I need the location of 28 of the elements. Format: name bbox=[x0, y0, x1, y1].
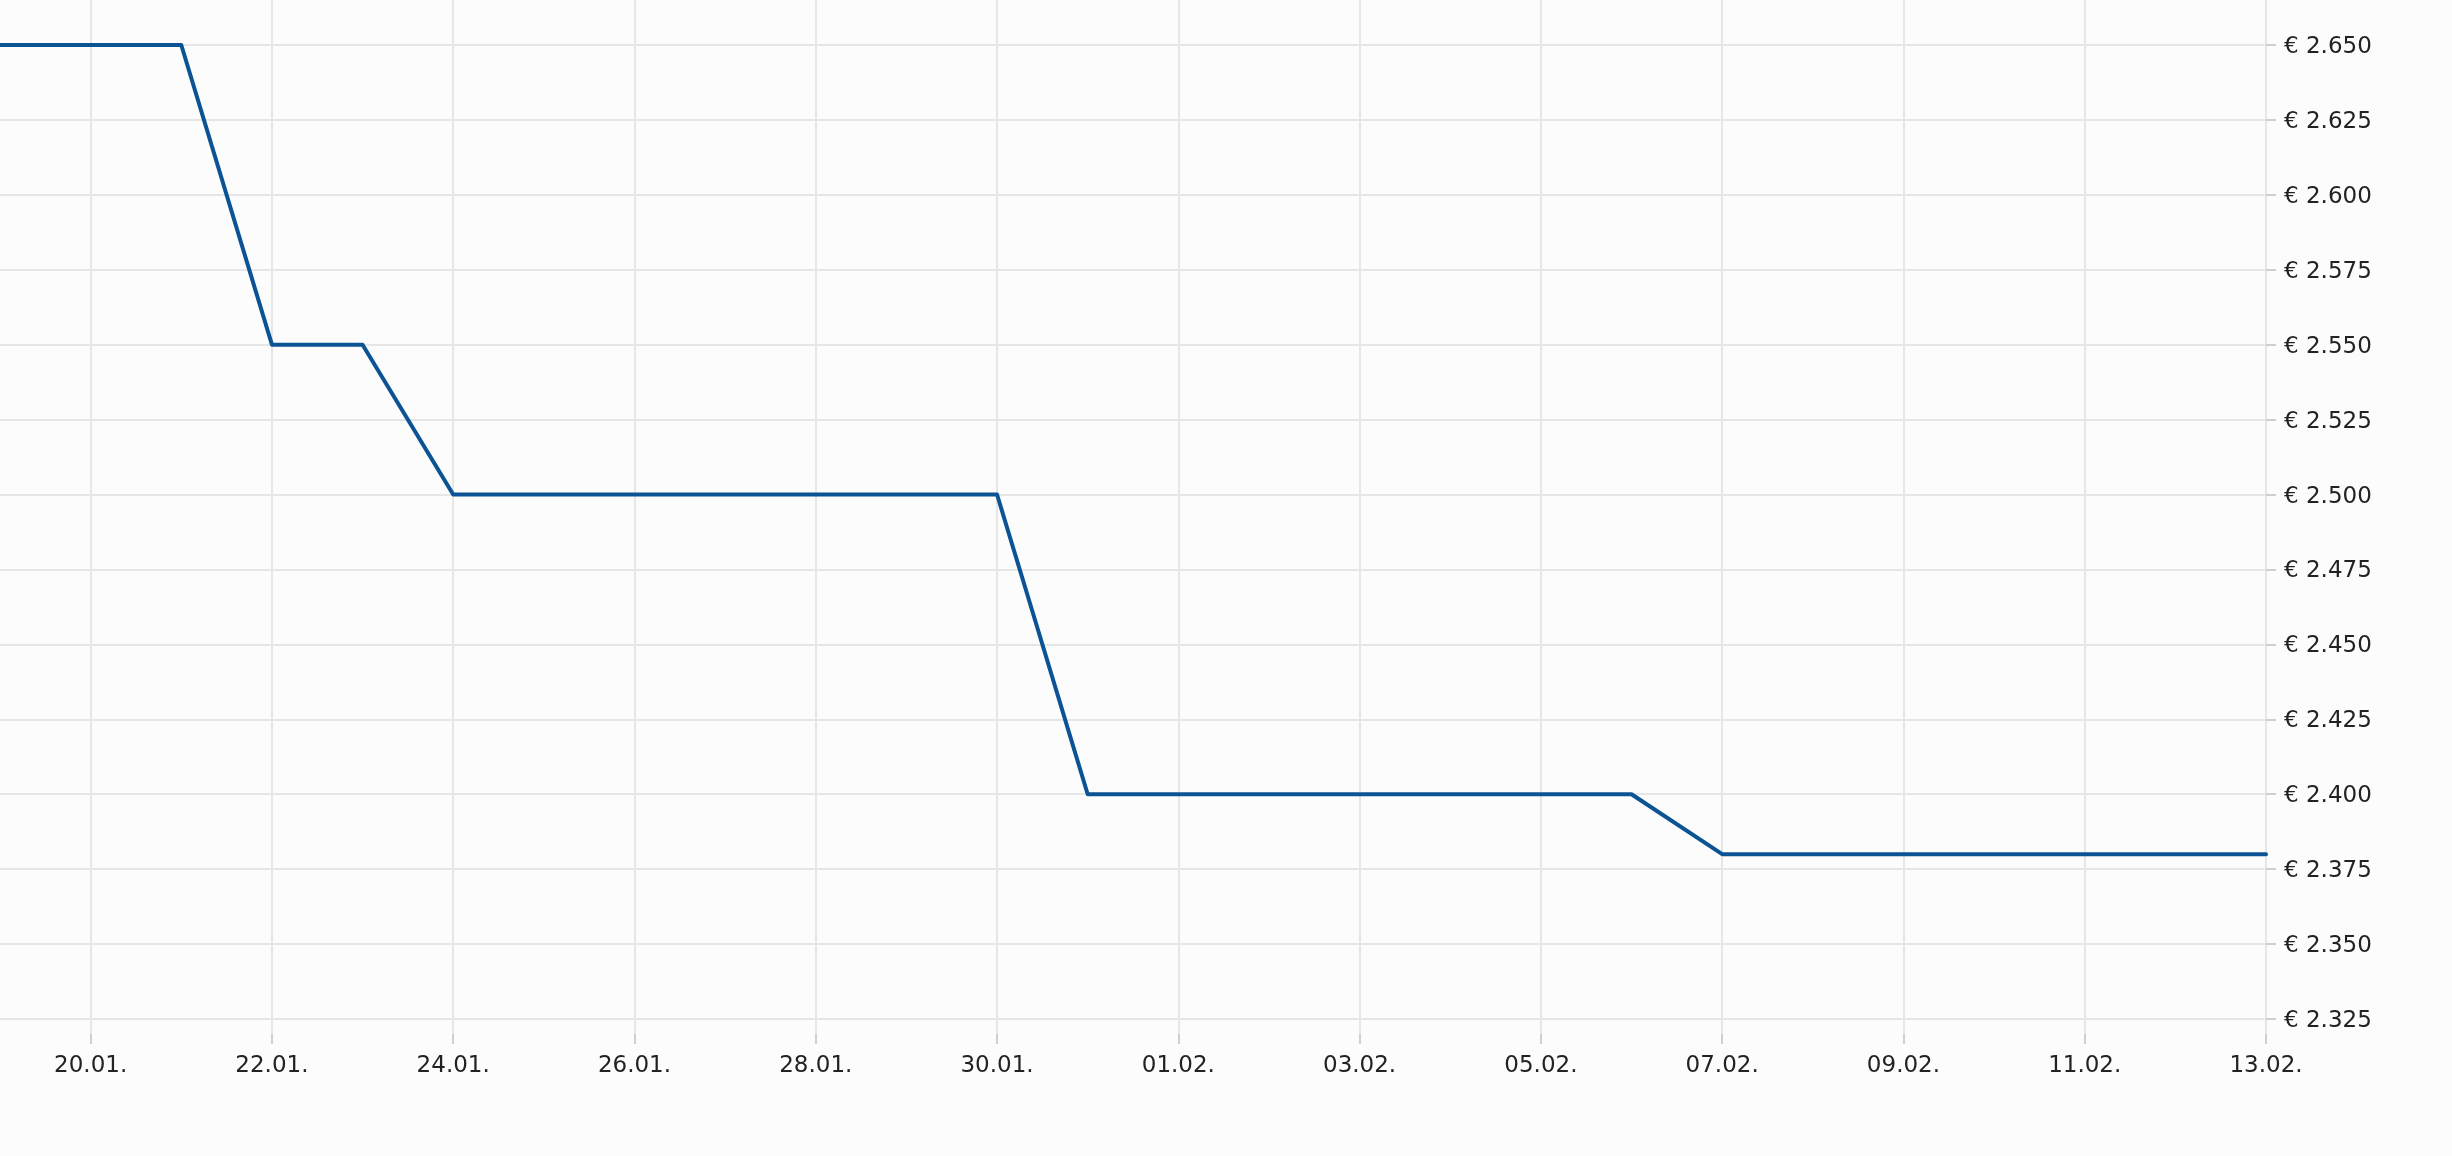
y-tick-label: € 2.500 bbox=[2284, 481, 2372, 508]
x-tick-label: 05.02. bbox=[1504, 1050, 1578, 1077]
x-tick-label: 13.02. bbox=[2229, 1050, 2303, 1077]
y-tick-label: € 2.425 bbox=[2284, 706, 2372, 733]
line-series bbox=[0, 42, 2268, 857]
x-tick-label: 26.01. bbox=[597, 1050, 672, 1077]
y-tick-label: € 2.575 bbox=[2284, 256, 2372, 283]
x-tick-label: 22.01. bbox=[235, 1050, 309, 1077]
x-tick-label: 03.02. bbox=[1323, 1050, 1397, 1077]
y-tick-label: € 2.650 bbox=[2284, 31, 2372, 58]
y-tick-label: € 2.625 bbox=[2284, 106, 2372, 133]
y-tick-label: € 2.450 bbox=[2284, 631, 2372, 658]
x-tick-label: 11.02. bbox=[2048, 1050, 2122, 1077]
y-tick-label: € 2.600 bbox=[2284, 181, 2372, 208]
y-tick-label: € 2.525 bbox=[2284, 406, 2372, 433]
x-tick-label: 07.02. bbox=[1685, 1050, 1759, 1077]
y-tick-label: € 2.400 bbox=[2284, 781, 2372, 808]
y-tick-label: € 2.475 bbox=[2284, 556, 2372, 583]
x-tick-label: 20.01. bbox=[54, 1050, 128, 1077]
x-tick-label: 24.01. bbox=[416, 1050, 490, 1077]
y-tick-label: € 2.350 bbox=[2284, 931, 2372, 958]
x-tick-label: 09.02. bbox=[1866, 1050, 1941, 1077]
x-tick-label: 30.01. bbox=[960, 1050, 1034, 1077]
x-tick-label: 01.02. bbox=[1141, 1050, 1215, 1077]
y-tick-label: € 2.375 bbox=[2284, 856, 2372, 883]
y-tick-label: € 2.325 bbox=[2284, 1006, 2372, 1033]
y-tick-label: € 2.550 bbox=[2284, 331, 2372, 358]
x-tick-label: 28.01. bbox=[779, 1050, 853, 1077]
